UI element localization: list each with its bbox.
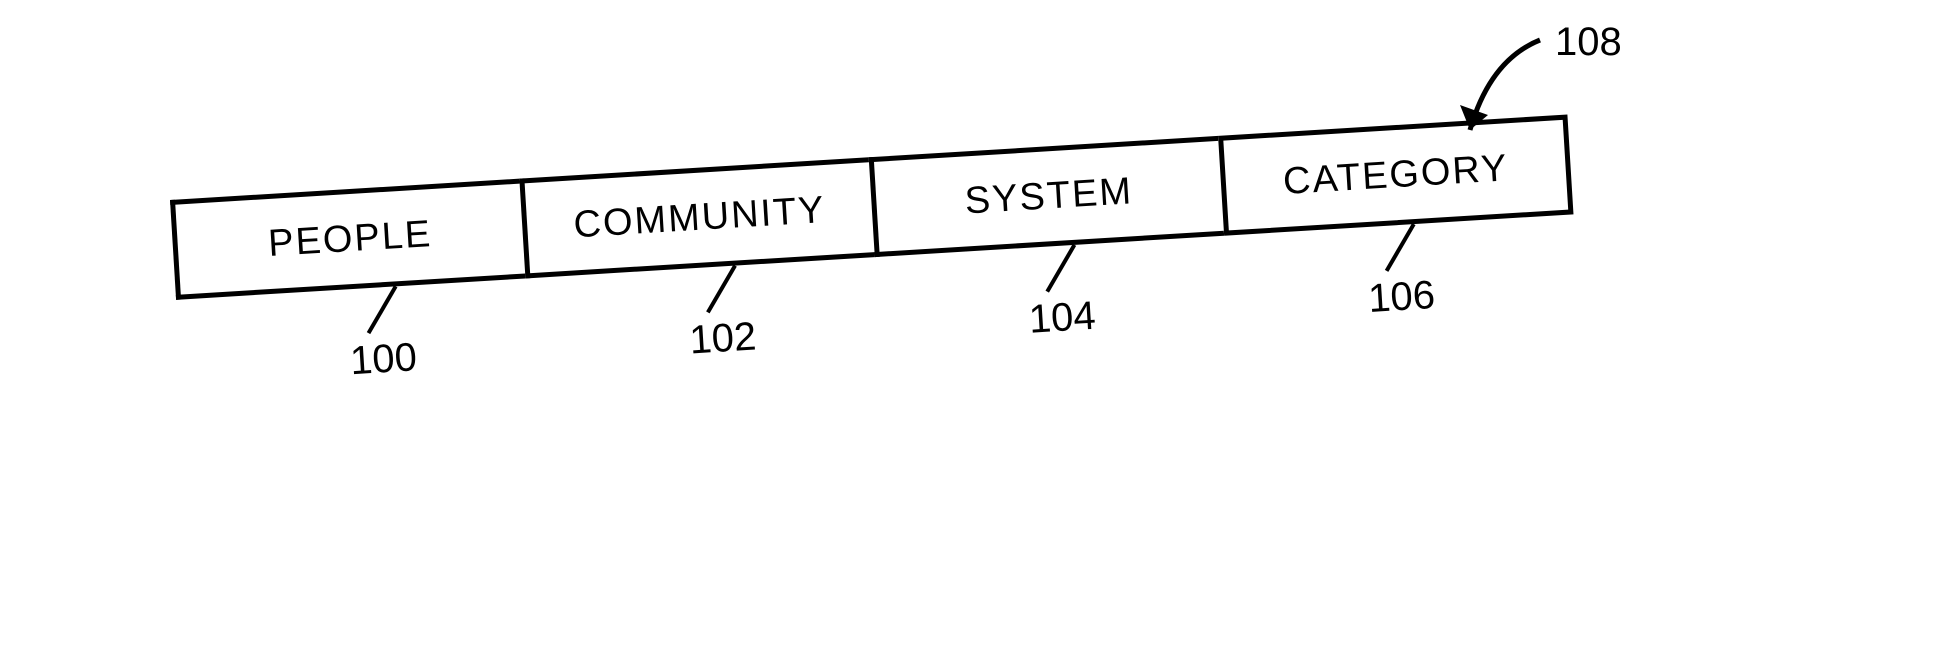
field-label: SYSTEM: [964, 170, 1135, 223]
figure-canvas: PEOPLE COMMUNITY SYSTEM CATEGORY 100 102…: [0, 0, 1941, 664]
ref-108: 108: [1555, 20, 1622, 65]
ref-100: 100: [349, 335, 418, 384]
ref-102: 102: [688, 315, 757, 364]
ref-106: 106: [1367, 273, 1436, 322]
ref-104: 104: [1028, 294, 1097, 343]
field-label: PEOPLE: [267, 213, 433, 266]
record-structure: PEOPLE COMMUNITY SYSTEM CATEGORY 100 102…: [170, 115, 1573, 300]
field-label: COMMUNITY: [572, 189, 826, 247]
